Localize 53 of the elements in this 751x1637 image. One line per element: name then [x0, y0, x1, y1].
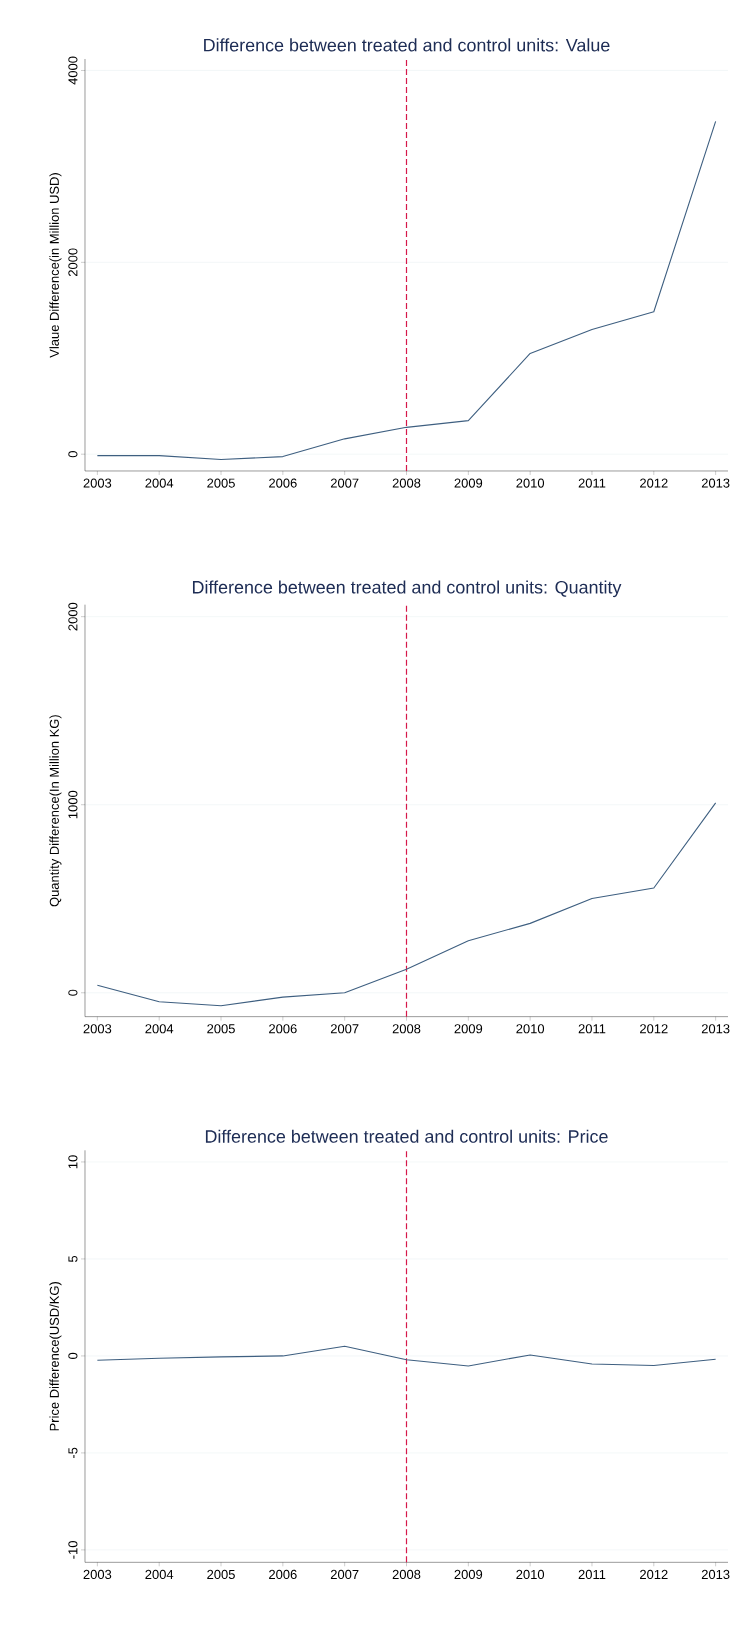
x-tick-label: 2009	[454, 478, 483, 488]
x-tick-label: 2012	[640, 1569, 668, 1579]
y-axis-title: Vlaue Difference(in Million USD)	[49, 173, 62, 358]
x-tick-label: 2007	[330, 478, 359, 488]
y-axis-title: Price Difference(USD/KG)	[49, 1282, 62, 1431]
x-tick-label: 2010	[516, 1569, 545, 1579]
x-tick-label: 2007	[330, 1569, 359, 1579]
line-series	[96, 120, 717, 461]
chart-title: Difference between treated and control units: Quantity	[192, 580, 622, 598]
y-tick-label: 2000	[68, 602, 78, 631]
x-tick-label: 2013	[701, 1569, 730, 1579]
x-tick-label: 2011	[578, 1569, 606, 1579]
x-tick-label: 2005	[207, 1569, 235, 1579]
line-series	[96, 1345, 717, 1367]
y-tick-label: 5	[68, 1255, 78, 1263]
y-tick-label: -10	[68, 1541, 78, 1559]
x-tick-label: 2003	[83, 1569, 112, 1579]
x-tick-label: 2003	[83, 1024, 112, 1034]
x-tick-label: 2004	[145, 478, 174, 488]
x-tick-label: 2008	[392, 478, 421, 488]
x-tick-label: 2006	[269, 478, 297, 488]
x-tick-label: 2013	[701, 478, 730, 488]
line-series	[96, 802, 717, 1007]
x-tick-label: 2008	[392, 1024, 421, 1034]
x-tick-label: 2010	[516, 478, 545, 488]
x-tick-label: 2004	[145, 1024, 174, 1034]
x-tick-label: 2012	[640, 1024, 668, 1034]
y-axis-title: Quantity Difference(In Million KG)	[49, 715, 62, 907]
x-tick-label: 2007	[330, 1024, 359, 1034]
x-tick-label: 2010	[516, 1024, 545, 1034]
x-tick-label: 2004	[145, 1569, 174, 1579]
x-tick-label: 2005	[207, 1024, 235, 1034]
x-tick-label: 2009	[454, 1569, 483, 1579]
y-tick-label: 0	[68, 451, 78, 458]
y-tick-label: 2000	[68, 248, 78, 277]
y-tick-label: 0	[68, 989, 78, 996]
y-tick-label: 4000	[68, 56, 78, 85]
x-tick-label: 2013	[701, 1024, 730, 1034]
x-tick-label: 2011	[578, 1024, 606, 1034]
y-tick-label: 0	[68, 1352, 78, 1360]
x-tick-label: 2008	[392, 1569, 421, 1579]
x-tick-label: 2011	[578, 478, 606, 488]
x-tick-label: 2005	[207, 478, 235, 488]
y-tick-label: -5	[68, 1447, 78, 1459]
y-tick-label: 1000	[68, 790, 78, 819]
chart-title: Difference between treated and control units: Value	[204, 38, 610, 52]
chart-title: Difference between treated and control units: Price	[205, 1129, 608, 1143]
y-tick-label: 10	[68, 1155, 78, 1169]
x-tick-label: 2009	[454, 1024, 483, 1034]
x-tick-label: 2012	[640, 478, 668, 488]
x-tick-label: 2006	[269, 1024, 297, 1034]
x-tick-label: 2006	[269, 1569, 297, 1579]
x-tick-label: 2003	[83, 478, 112, 488]
